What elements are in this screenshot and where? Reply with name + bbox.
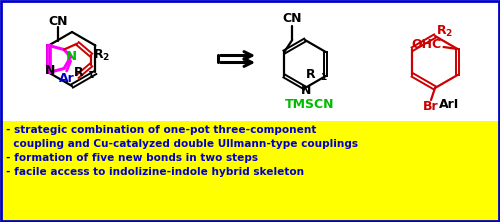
Text: Ar: Ar xyxy=(58,73,74,85)
Text: ArI: ArI xyxy=(439,97,459,111)
Text: OHC: OHC xyxy=(412,38,442,52)
Text: 2: 2 xyxy=(102,54,108,63)
Bar xyxy=(0,121,500,222)
Text: R: R xyxy=(437,24,446,38)
Text: 1: 1 xyxy=(320,73,326,83)
Text: R: R xyxy=(74,66,84,79)
Text: - strategic combination of one-pot three-component: - strategic combination of one-pot three… xyxy=(6,125,316,135)
Text: TMSCN: TMSCN xyxy=(285,97,335,111)
Text: R: R xyxy=(94,48,104,61)
Text: N: N xyxy=(66,50,77,63)
Text: R: R xyxy=(306,69,316,81)
Text: 1: 1 xyxy=(88,71,94,80)
Text: coupling and Cu-catalyzed double Ullmann-type couplings: coupling and Cu-catalyzed double Ullmann… xyxy=(6,139,358,149)
Text: CN: CN xyxy=(48,15,68,28)
Text: N: N xyxy=(44,64,55,77)
Text: - formation of five new bonds in two steps: - formation of five new bonds in two ste… xyxy=(6,153,258,163)
Text: 2: 2 xyxy=(445,30,451,38)
Text: Br: Br xyxy=(423,101,439,113)
Text: N: N xyxy=(301,83,311,97)
Text: - facile access to indolizine-indole hybrid skeleton: - facile access to indolizine-indole hyb… xyxy=(6,167,304,177)
Text: CN: CN xyxy=(282,12,302,26)
